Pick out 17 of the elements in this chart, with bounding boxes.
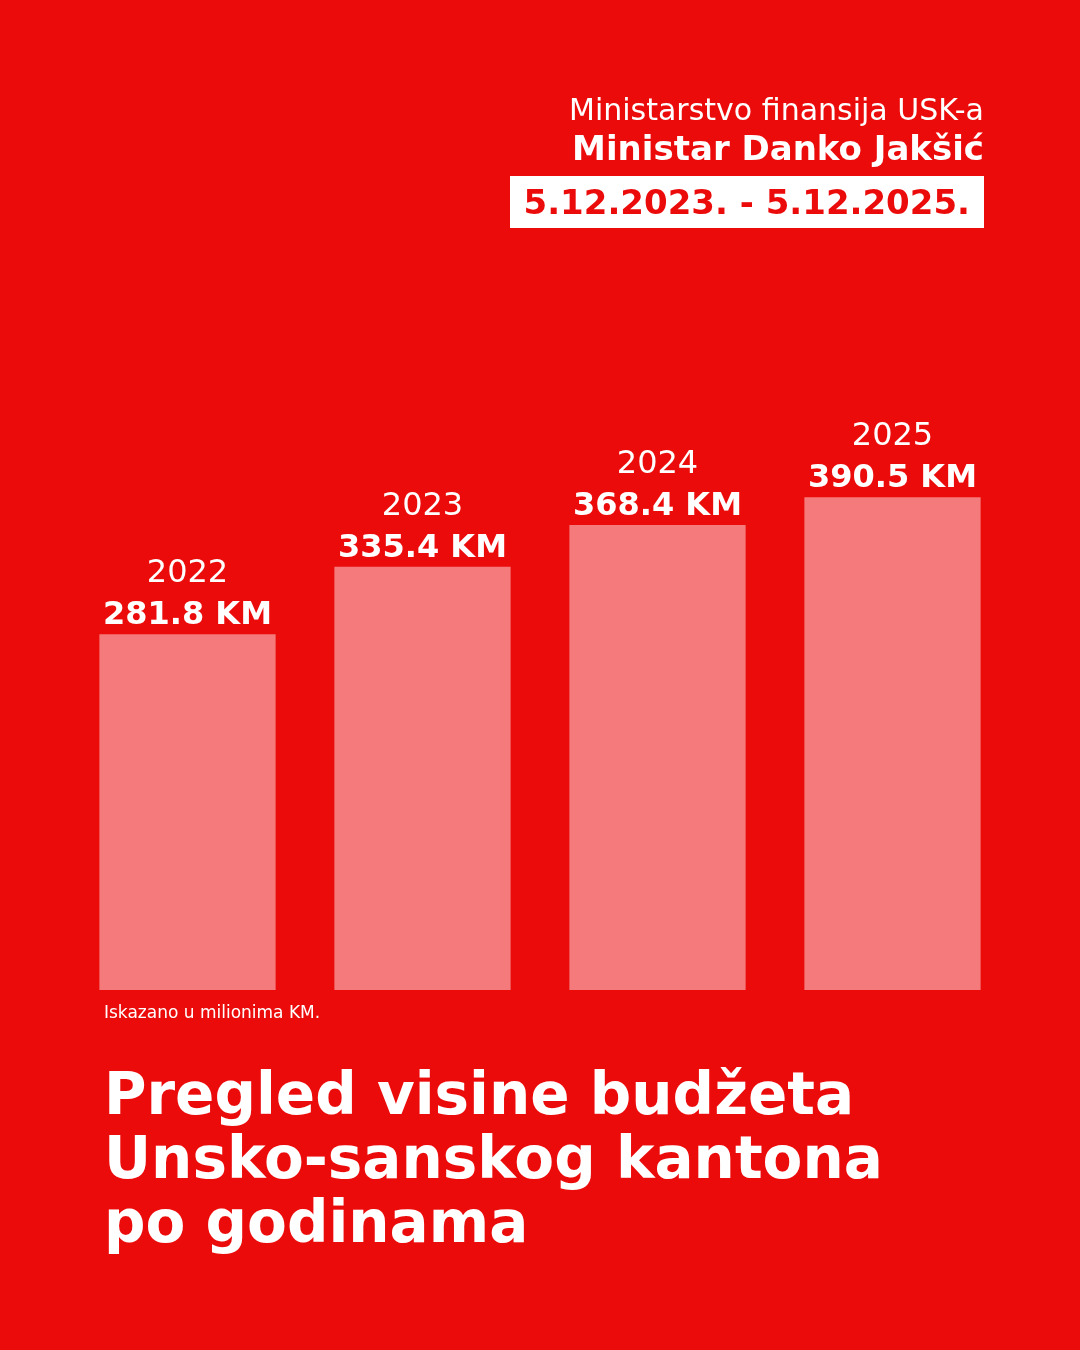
- text: 5.12.2023. - 5.12.2025.: [509, 176, 984, 228]
- x-tick-label: 2025: [851, 415, 934, 454]
- x-tick-label: 2023: [381, 484, 464, 523]
- text: Iskazano u milionima KM.: [104, 1002, 321, 1022]
- text: Ministar Danko Jakšić: [571, 128, 984, 168]
- data-label: 368.4 KM: [573, 485, 742, 524]
- bar: [99, 634, 276, 990]
- text: Ministarstvo finansija USK-a: [568, 92, 984, 128]
- x-tick-label: 2024: [616, 443, 699, 482]
- bar: [334, 566, 511, 990]
- bar: [804, 497, 981, 990]
- data-label: 335.4 KM: [338, 526, 507, 565]
- x-tick-label: 2022: [146, 552, 229, 591]
- bar: [569, 525, 746, 990]
- data-label: 390.5 KM: [808, 457, 977, 496]
- data-label: 281.8 KM: [103, 594, 272, 633]
- text: Pregled visine budžeta Unsko-sanskog kantona po godinama: [104, 1060, 884, 1256]
